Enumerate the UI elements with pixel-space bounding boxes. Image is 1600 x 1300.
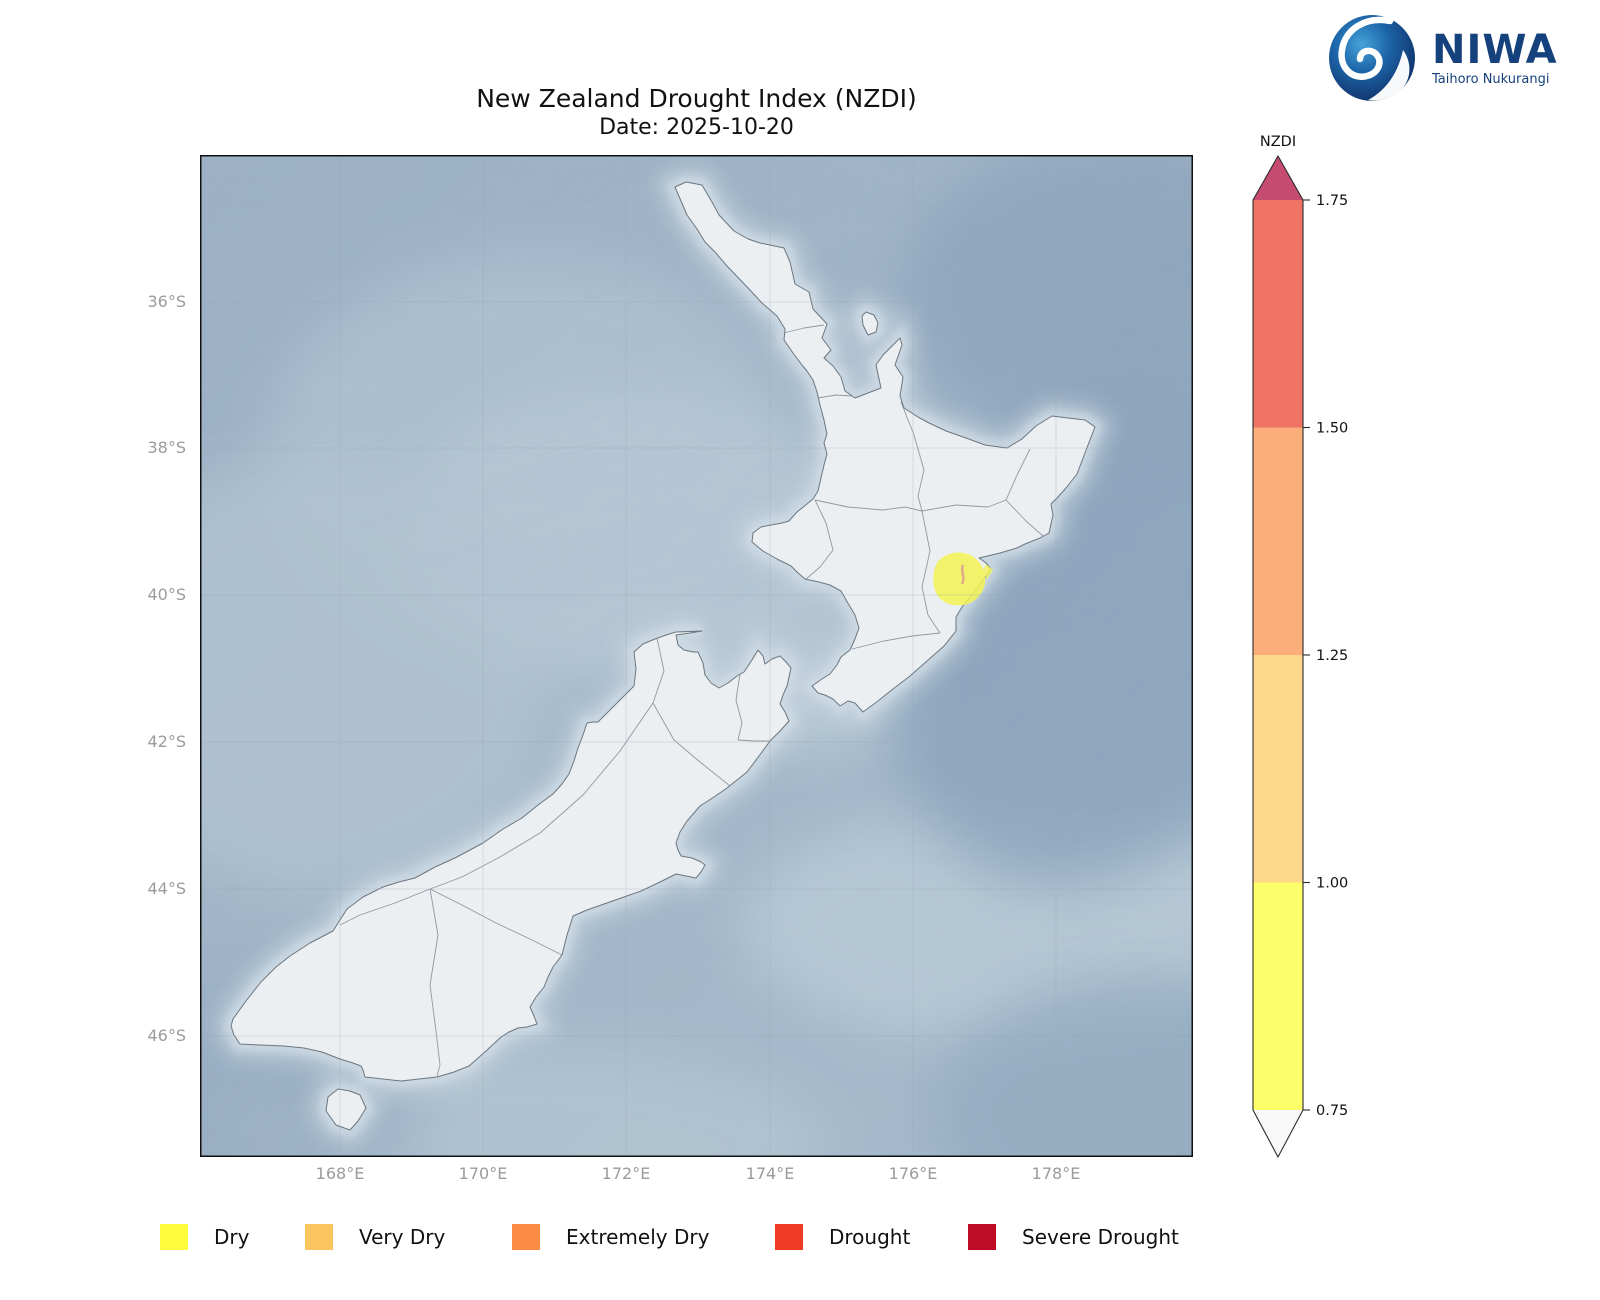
niwa-logo-text: NIWA Taihoro Nukurangi xyxy=(1432,30,1558,87)
colorbar-arrow-down xyxy=(1253,1110,1303,1157)
lat-tick-40s: 40°S xyxy=(147,585,186,604)
colorbar-segment-125-150 xyxy=(1253,427,1303,655)
niwa-logo: NIWA Taihoro Nukurangi xyxy=(1328,8,1588,108)
legend-swatch-severe-drought xyxy=(968,1224,996,1250)
legend-swatch-extremely-dry xyxy=(512,1224,540,1250)
legend-swatch-dry xyxy=(160,1224,188,1250)
legend-label-drought: Drought xyxy=(829,1225,911,1249)
legend-swatch-very-dry xyxy=(305,1224,333,1250)
figure-title: New Zealand Drought Index (NZDI) xyxy=(476,84,917,113)
lat-tick-36s: 36°S xyxy=(147,292,186,311)
niwa-swirl-icon xyxy=(1329,15,1415,101)
colorbar: NZDI 1.75 1.50 1.25 1.00 0.75 xyxy=(1252,134,1348,1159)
legend-item-very-dry: Very Dry xyxy=(305,1224,445,1250)
figure-date: Date: 2025-10-20 xyxy=(599,115,794,140)
legend-swatch-drought xyxy=(775,1224,803,1250)
colorbar-tick-125: 1.25 xyxy=(1316,648,1348,664)
lon-tick-178e: 178°E xyxy=(1031,1164,1081,1183)
niwa-logo-wordmark: NIWA xyxy=(1432,26,1558,73)
map-canvas xyxy=(200,155,1193,1157)
legend-item-drought: Drought xyxy=(775,1224,910,1250)
map-frame xyxy=(200,155,1193,1157)
lon-tick-170e: 170°E xyxy=(458,1164,508,1183)
colorbar-tick-075: 0.75 xyxy=(1316,1103,1348,1119)
colorbar-title: NZDI xyxy=(1260,134,1296,150)
drought-patch xyxy=(933,552,993,606)
colorbar-tick-100: 1.00 xyxy=(1316,876,1348,892)
colorbar-tick-175: 1.75 xyxy=(1316,193,1348,209)
legend-item-dry: Dry xyxy=(160,1224,249,1250)
legend-item-extremely-dry: Extremely Dry xyxy=(512,1224,709,1250)
graticule xyxy=(200,155,1193,1157)
colorbar-arrow-up xyxy=(1253,156,1303,200)
map-panel xyxy=(200,155,1193,1157)
drought-patch-streak xyxy=(960,564,965,585)
lon-tick-174e: 174°E xyxy=(745,1164,795,1183)
legend-label-dry: Dry xyxy=(214,1225,250,1249)
lat-tick-38s: 38°S xyxy=(147,438,186,457)
lon-tick-176e: 176°E xyxy=(888,1164,938,1183)
region-boundaries xyxy=(339,324,1044,1077)
legend-label-severe-drought: Severe Drought xyxy=(1022,1225,1179,1249)
colorbar-segment-100-125 xyxy=(1253,655,1303,883)
niwa-logo-tagline: Taihoro Nukurangi xyxy=(1432,71,1550,87)
lat-tick-42s: 42°S xyxy=(147,732,186,751)
lon-tick-168e: 168°E xyxy=(315,1164,365,1183)
title-block: New Zealand Drought Index (NZDI) Date: 2… xyxy=(200,84,1193,142)
legend-label-very-dry: Very Dry xyxy=(359,1225,446,1249)
colorbar-segment-150-175 xyxy=(1253,200,1303,428)
lat-tick-46s: 46°S xyxy=(147,1026,186,1045)
lat-tick-44s: 44°S xyxy=(147,879,186,898)
colorbar-ticks xyxy=(1303,199,1310,1111)
colorbar-tick-150: 1.50 xyxy=(1316,421,1348,437)
legend-item-severe-drought: Severe Drought xyxy=(968,1224,1179,1250)
lon-tick-172e: 172°E xyxy=(601,1164,651,1183)
legend-label-extremely-dry: Extremely Dry xyxy=(566,1225,710,1249)
colorbar-segment-075-100 xyxy=(1253,882,1303,1110)
